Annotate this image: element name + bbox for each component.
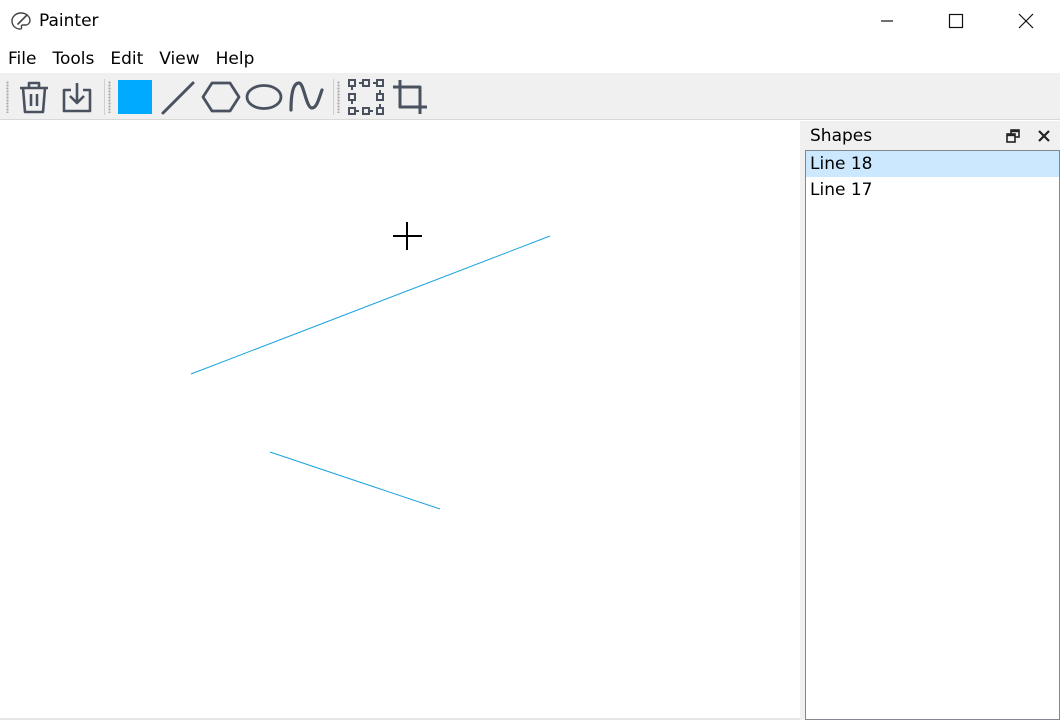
curve-tool-button[interactable] <box>287 77 327 117</box>
toolbar-grip[interactable] <box>108 81 111 113</box>
select-tool-button[interactable] <box>346 77 386 117</box>
ellipse-icon <box>245 84 283 110</box>
shapes-dock-title: Shapes <box>810 126 873 146</box>
fill-color-button[interactable] <box>115 77 155 117</box>
drawing-canvas[interactable] <box>0 121 800 720</box>
toolbar-separator <box>333 79 334 115</box>
maximize-icon <box>948 13 964 29</box>
app-title: Painter <box>39 11 99 31</box>
canvas-line-17[interactable] <box>269 451 441 510</box>
line-tool-button[interactable] <box>158 77 198 117</box>
title-bar: Painter <box>0 0 1060 42</box>
toolbar-separator <box>104 79 105 115</box>
download-icon <box>62 83 92 113</box>
crop-icon <box>393 80 427 114</box>
crop-tool-button[interactable] <box>390 77 430 117</box>
crosshair-icon <box>393 222 422 250</box>
canvas-line-18[interactable] <box>190 235 551 375</box>
toolbar-grip[interactable] <box>337 81 340 113</box>
list-item[interactable]: Line 18 <box>806 151 1059 177</box>
menu-tools[interactable]: Tools <box>52 49 95 69</box>
dock-splitter[interactable] <box>800 121 805 720</box>
menu-view[interactable]: View <box>159 49 200 69</box>
curve-icon <box>289 81 324 112</box>
menu-bar: File Tools Edit View Help <box>0 44 262 72</box>
close-button[interactable] <box>991 0 1060 42</box>
polygon-tool-button[interactable] <box>201 77 241 117</box>
close-icon <box>1018 13 1034 29</box>
canvas-svg <box>190 222 551 510</box>
shapes-list[interactable]: Line 18 Line 17 <box>805 150 1060 720</box>
maximize-button[interactable] <box>921 0 991 42</box>
minimize-button[interactable] <box>852 0 922 42</box>
shapes-dock-header: Shapes <box>805 121 1060 150</box>
list-item[interactable]: Line 17 <box>810 180 873 200</box>
close-dock-icon[interactable] <box>1036 128 1052 144</box>
toolbar-grip[interactable] <box>6 81 9 113</box>
trash-icon <box>20 81 48 114</box>
save-button[interactable] <box>57 77 97 117</box>
palette-icon <box>11 12 31 30</box>
hexagon-icon <box>201 81 241 113</box>
menu-file[interactable]: File <box>8 49 37 69</box>
line-icon <box>161 81 195 115</box>
menu-help[interactable]: Help <box>215 49 255 69</box>
minimize-icon <box>881 20 893 22</box>
float-dock-icon[interactable] <box>1005 128 1021 144</box>
ellipse-tool-button[interactable] <box>244 77 284 117</box>
color-swatch-icon <box>118 80 152 114</box>
clear-canvas-button[interactable] <box>14 77 54 117</box>
menu-edit[interactable]: Edit <box>110 49 144 69</box>
selection-box-icon <box>348 79 384 115</box>
shapes-dock: Shapes Line 18 Line 17 <box>805 121 1060 720</box>
toolbar <box>0 73 1060 120</box>
canvas-bottom-border <box>0 718 800 720</box>
